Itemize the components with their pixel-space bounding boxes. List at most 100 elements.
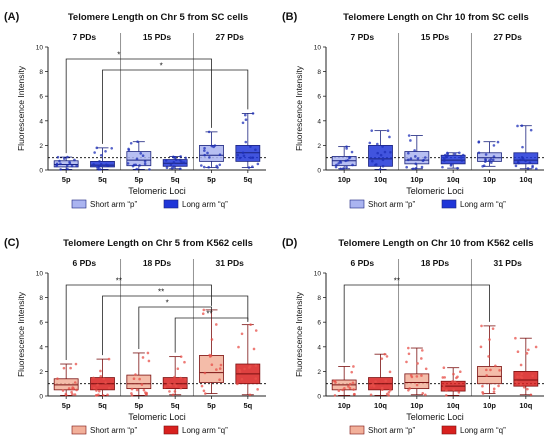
box-body: [53, 160, 79, 168]
data-point: [56, 155, 60, 159]
y-tick-label: 8: [39, 295, 43, 302]
data-point: [407, 388, 410, 392]
data-point: [443, 159, 446, 162]
data-point: [96, 383, 99, 387]
significance-bracket: **: [343, 277, 490, 363]
data-point: [492, 144, 496, 147]
significance-label: *: [166, 299, 169, 308]
data-point: [441, 165, 444, 169]
legend-item-q: Long arm “q”: [163, 199, 228, 209]
x-axis-label: Telomeric Loci: [128, 412, 186, 422]
y-tick-label: 8: [39, 69, 43, 76]
data-point: [203, 371, 207, 375]
y-axis-label: Fluorescence Intensity: [294, 65, 304, 151]
y-tick-label: 4: [317, 344, 321, 351]
data-point: [341, 388, 344, 392]
data-point: [529, 393, 533, 397]
data-point: [525, 352, 529, 355]
chart-panel-1: (A) Telomere Length on Chr 5 from SC cell…: [4, 11, 266, 209]
data-point: [489, 161, 493, 164]
data-point: [218, 367, 222, 370]
data-point: [107, 357, 111, 361]
data-point: [405, 360, 408, 364]
data-point: [350, 150, 354, 154]
x-tick-label: 10q: [519, 401, 532, 410]
chart-panel-2: (B) Telomere Length on Chr 10 from SC cel…: [282, 11, 544, 209]
data-point: [252, 347, 256, 351]
x-tick-label: 5p: [62, 175, 71, 184]
legend-label: Long arm “q”: [182, 426, 228, 435]
data-point: [521, 145, 524, 149]
data-point: [409, 139, 412, 142]
data-point: [254, 148, 257, 152]
data-point: [520, 156, 524, 159]
data-point: [172, 165, 176, 169]
legend-label: Short arm “p”: [90, 426, 137, 435]
data-point: [134, 163, 138, 167]
data-point: [383, 150, 387, 154]
data-point: [130, 392, 133, 395]
box-5p-1: [53, 155, 79, 171]
data-point: [387, 391, 391, 394]
y-tick-label: 6: [317, 94, 321, 101]
data-point: [174, 384, 178, 388]
data-point: [173, 375, 176, 379]
data-point: [527, 348, 530, 352]
data-point: [529, 128, 533, 132]
legend-swatch: [441, 199, 457, 209]
data-point: [409, 157, 413, 160]
data-point: [141, 356, 145, 359]
data-point: [407, 151, 410, 155]
data-point: [99, 153, 103, 157]
data-point: [477, 151, 481, 155]
chart-title: Telomere Length on Chr 10 from SC cells: [343, 12, 529, 23]
data-point: [66, 167, 69, 171]
data-point: [383, 352, 387, 356]
bracket-line: [138, 306, 212, 349]
chart-panel-3: (C) Telomere Length on Chr 5 from K562 ce…: [4, 237, 266, 435]
data-point: [488, 338, 491, 341]
data-point: [146, 351, 150, 355]
data-point: [528, 161, 532, 164]
data-point: [179, 167, 182, 171]
data-point: [251, 165, 254, 169]
data-point: [241, 121, 245, 125]
box-5q-2: [90, 146, 115, 171]
x-tick-label: 5q: [171, 175, 180, 184]
data-point: [202, 308, 206, 312]
data-point: [497, 384, 500, 388]
data-point: [173, 382, 176, 386]
group-label: 27 PDs: [215, 32, 244, 42]
data-point: [352, 388, 355, 391]
data-point: [251, 112, 255, 115]
data-point: [517, 161, 520, 165]
data-point: [203, 146, 206, 150]
data-point: [179, 386, 183, 390]
data-point: [371, 159, 374, 163]
data-point: [531, 166, 534, 169]
box-5p-3: [126, 140, 152, 171]
data-point: [458, 370, 462, 373]
chart-title: Telomere Length on Chr 5 from SC cells: [68, 12, 248, 23]
box-5q-2: [90, 357, 115, 397]
y-tick-label: 10: [36, 45, 44, 52]
data-point: [71, 393, 74, 396]
data-point: [95, 146, 99, 150]
box-body: [126, 151, 152, 167]
x-tick-label: 10p: [338, 175, 351, 184]
x-tick-label: 5p: [134, 401, 143, 410]
data-point: [218, 163, 222, 167]
data-point: [415, 383, 419, 387]
data-point: [104, 381, 107, 385]
data-point: [104, 149, 107, 153]
y-tick-label: 8: [317, 69, 321, 76]
box-body: [199, 144, 224, 162]
data-point: [144, 392, 148, 396]
significance-label: **: [394, 277, 400, 286]
data-point: [345, 165, 348, 169]
data-point: [487, 355, 490, 358]
data-point: [481, 384, 484, 388]
y-tick-label: 4: [317, 118, 321, 125]
data-point: [446, 152, 450, 156]
data-point: [459, 156, 463, 159]
